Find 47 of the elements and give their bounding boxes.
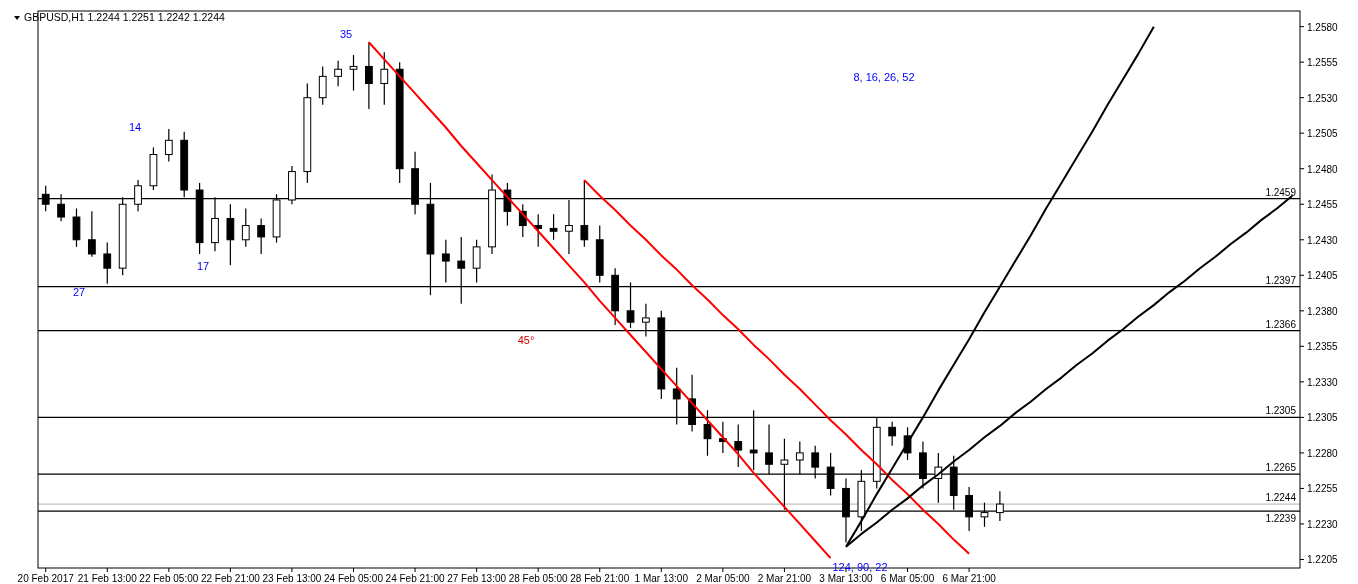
y-tick-label: 1.2580 (1307, 21, 1339, 33)
x-tick-label: 3 Mar 13:00 (819, 573, 874, 584)
x-tick-label: 24 Feb 05:00 (324, 573, 384, 584)
y-tick-label: 1.2505 (1307, 128, 1339, 140)
y-tick-label: 1.2380 (1307, 305, 1339, 317)
ref-line-label: 1.2244 (1265, 492, 1297, 504)
annotation: 8, 16, 26, 52 (853, 71, 915, 83)
y-tick-label: 1.2280 (1307, 447, 1339, 459)
x-tick-label: 20 Feb 2017 (17, 573, 75, 584)
x-tick-label: 27 Feb 13:00 (447, 573, 507, 584)
y-tick-label: 1.2530 (1307, 92, 1339, 104)
x-tick-label: 21 Feb 13:00 (77, 573, 138, 584)
y-tick-label: 1.2555 (1307, 57, 1339, 69)
ref-line-label: 1.2305 (1265, 405, 1297, 417)
y-tick-label: 1.2430 (1307, 234, 1339, 246)
x-tick-label: 28 Feb 21:00 (570, 573, 630, 584)
x-tick-label: 6 Mar 21:00 (942, 573, 997, 584)
annotation: 14 (128, 121, 142, 133)
y-tick-label: 1.2230 (1307, 518, 1339, 530)
y-tick-label: 1.2330 (1307, 376, 1339, 388)
ref-line-label: 1.2397 (1265, 274, 1297, 286)
annotation: 45° (517, 334, 535, 346)
x-tick-label: 2 Mar 21:00 (757, 573, 812, 584)
ref-line-label: 1.2459 (1265, 186, 1297, 198)
annotation: 35 (339, 28, 353, 40)
x-tick-label: 6 Mar 05:00 (880, 573, 935, 584)
x-tick-label: 22 Feb 05:00 (139, 573, 199, 584)
ref-line-label: 1.2265 (1265, 462, 1297, 474)
annotation: 124, 90, 22 (832, 561, 888, 573)
ref-line-label: 1.2366 (1265, 318, 1297, 330)
chart-title: GBPUSD,H1 1.2244 1.2251 1.2242 1.2244 (24, 11, 225, 23)
annotation: 17 (196, 260, 210, 272)
x-tick-label: 23 Feb 13:00 (262, 573, 322, 584)
y-tick-label: 1.2255 (1307, 483, 1339, 495)
y-tick-label: 1.2305 (1307, 412, 1339, 424)
x-tick-label: 22 Feb 21:00 (200, 573, 261, 584)
x-tick-label: 2 Mar 05:00 (696, 573, 750, 584)
y-tick-label: 1.2205 (1307, 554, 1339, 566)
y-tick-label: 1.2455 (1307, 199, 1339, 211)
y-tick-label: 1.2480 (1307, 163, 1339, 175)
y-tick-label: 1.2405 (1307, 270, 1339, 282)
x-tick-label: 1 Mar 13:00 (634, 573, 689, 584)
x-tick-label: 28 Feb 05:00 (508, 573, 569, 584)
ref-line-label: 1.2239 (1265, 513, 1297, 525)
x-tick-label: 24 Feb 21:00 (385, 573, 445, 584)
annotation: 27 (72, 286, 86, 298)
y-tick-label: 1.2355 (1307, 341, 1339, 353)
